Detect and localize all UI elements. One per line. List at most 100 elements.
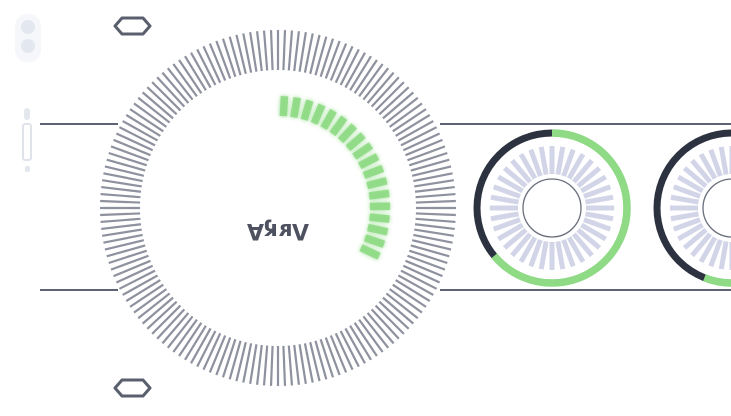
wheel-spoke [585,211,614,222]
dial-tick [282,30,287,71]
dial-tick [385,96,419,124]
wheel-spoke [583,184,612,199]
dial-tick [249,344,258,384]
dial-tick [415,199,456,204]
dial-tick [115,264,154,284]
dial-tick [262,30,269,71]
progress-segment [290,97,301,119]
dial-tick [215,40,232,79]
dial-tick [411,239,452,251]
wheel-hub [702,178,731,238]
dial-tick [298,344,307,384]
dial-tick [413,172,453,183]
dial-tick [166,67,194,101]
wheel-spoke [566,236,586,263]
dial-tick [334,45,354,84]
wheel-spoke [571,158,594,184]
dial-tick [137,292,171,320]
dial-tick [102,228,142,237]
carousel-wheel[interactable] [653,129,731,287]
dial-tick [104,165,145,177]
dial-tick [184,55,207,91]
dial-tick [309,34,321,75]
dial-tick [370,308,400,340]
dial-tick [161,71,190,104]
wheel-spoke [571,232,594,258]
dial-tick [103,172,143,183]
dial-center-label: ɅʁӄА [247,218,309,243]
dial-tick [362,315,390,349]
dial-tick [196,330,217,368]
dial-tick [314,340,328,380]
dial-tick [110,254,149,271]
dial-tick [388,288,423,314]
dial-tick [137,96,171,124]
dial-tick [122,274,159,296]
dial-tick [415,212,456,217]
dial-tick [141,296,174,325]
dial-tick [353,322,378,357]
main-dial[interactable]: ɅʁӄА [100,30,456,386]
dial-tick [255,31,263,72]
wheel-spoke [492,217,521,232]
dial-tick [319,338,335,378]
menu-dot-icon [21,39,35,53]
dial-tick [358,318,384,353]
dial-tick [287,345,294,386]
wheel-spoke [690,158,713,184]
dial-tick [172,63,198,98]
scroll-indicator[interactable] [22,108,32,172]
wheel-spoke [490,211,519,222]
dial-tick [129,108,164,133]
dial-tick [349,55,372,91]
progress-segment [337,123,357,144]
wheel-spoke [677,174,704,194]
wheel-spoke [580,222,607,242]
menu-toggle[interactable] [15,14,41,62]
dial-tick [400,269,438,290]
dial-tick [414,185,455,193]
dial-tick [410,244,450,258]
dial-tick [146,86,178,116]
dial-tick [262,345,269,386]
dial-tick [161,312,190,345]
dial-tick [415,192,456,199]
dial-tick [108,151,148,167]
dial-tick [235,34,247,75]
wheel-spoke [677,222,704,242]
dial-tick [385,292,419,320]
dial-tick [329,43,348,81]
dial-tick [125,114,161,137]
dial-tick [221,38,237,78]
dial-tick [413,233,453,244]
dial-tick [339,48,360,86]
wheel-spoke [682,227,708,250]
wheel-spoke [690,232,713,258]
dial-tick [118,126,156,147]
dial-tick [133,288,168,314]
dial-tick [319,38,335,78]
dial-tick [101,223,142,231]
dial-progress-arc [279,95,391,260]
progress-segment [363,234,386,248]
dial-tick [104,239,145,251]
dial-tick [349,325,372,361]
wheel-spoke [576,166,602,189]
progress-segment [352,142,374,160]
carousel-wheel[interactable] [473,129,631,287]
dial-tick [146,300,178,330]
scroll-up-button[interactable] [113,16,152,36]
wheel-spoke [528,148,543,177]
dial-tick [405,259,443,278]
dial-tick-ring [100,30,456,386]
scroll-down-button[interactable] [113,378,152,398]
dial-tick [282,345,287,386]
dial-tick [314,36,328,76]
progress-segment [358,153,380,170]
wheel-spoke [555,146,566,175]
progress-segment [366,177,388,190]
dial-tick [374,304,405,335]
dial-tick [395,114,431,137]
